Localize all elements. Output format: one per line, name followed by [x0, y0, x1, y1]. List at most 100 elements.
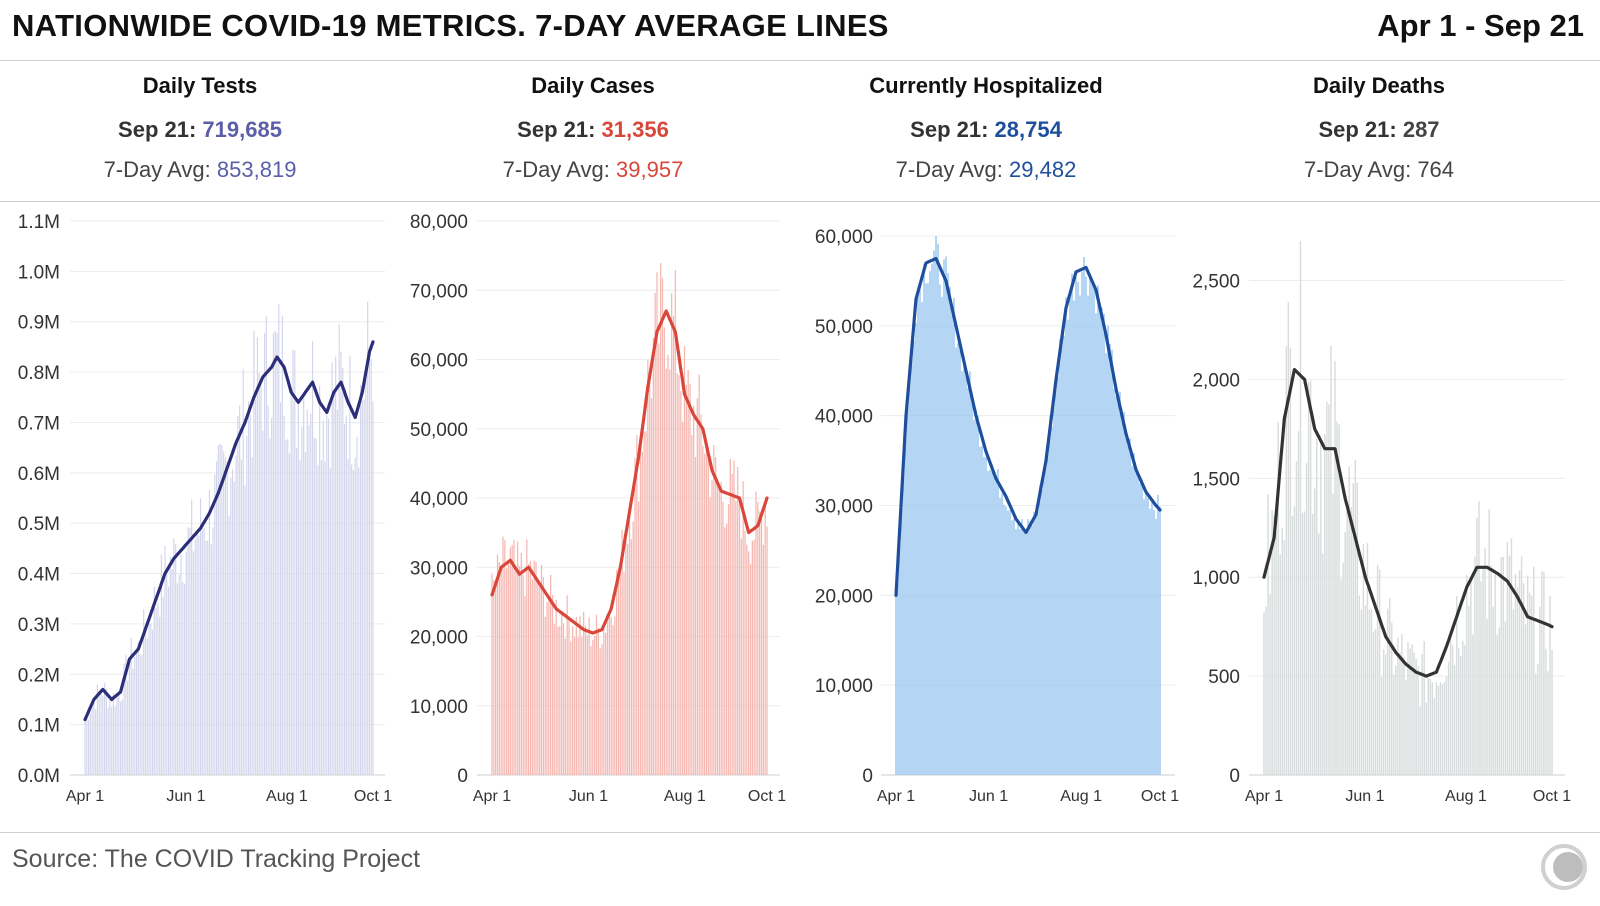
- bar: [1015, 529, 1017, 775]
- bar: [191, 499, 193, 775]
- bar: [1095, 313, 1097, 775]
- avg-line: [83, 340, 375, 722]
- bar: [1139, 483, 1141, 775]
- bar: [1474, 556, 1476, 775]
- bar: [612, 625, 614, 775]
- bar: [1075, 277, 1077, 775]
- bar: [91, 704, 93, 775]
- bar: [322, 420, 324, 775]
- bar: [1267, 494, 1269, 775]
- bar: [235, 455, 237, 775]
- bar: [267, 405, 269, 775]
- y-tick-label: 50,000: [815, 317, 873, 338]
- bar: [650, 398, 653, 775]
- x-tick-label: Aug 1: [1445, 788, 1487, 805]
- bar: [975, 409, 977, 775]
- bar: [317, 465, 319, 775]
- bar: [1380, 677, 1383, 775]
- bar: [105, 688, 107, 775]
- bar: [711, 480, 713, 775]
- bar: [667, 355, 669, 775]
- bar: [1277, 422, 1279, 775]
- bar: [1348, 466, 1350, 775]
- bar: [192, 551, 195, 775]
- bar: [283, 415, 285, 775]
- bar: [535, 561, 537, 775]
- bar: [649, 377, 651, 775]
- bar: [742, 481, 744, 775]
- bar: [265, 315, 267, 775]
- bar: [311, 341, 314, 775]
- bar: [1330, 346, 1332, 775]
- bar: [1508, 555, 1511, 775]
- bar: [1093, 282, 1095, 775]
- bar: [189, 527, 191, 775]
- stat-avg-value: 39,957: [616, 157, 684, 182]
- bar: [276, 332, 278, 775]
- bar: [491, 573, 493, 775]
- bar: [1316, 439, 1318, 775]
- bar: [338, 324, 340, 775]
- bar: [540, 565, 543, 775]
- bar: [1411, 644, 1413, 775]
- bar: [223, 451, 225, 775]
- bar: [979, 446, 981, 775]
- stat-avg: 7-Day Avg: 764: [1179, 157, 1579, 183]
- bar: [95, 709, 97, 775]
- bar: [1478, 501, 1480, 775]
- y-tick-label: 2,500: [1192, 272, 1240, 293]
- bar: [1332, 493, 1334, 775]
- bar: [705, 439, 708, 775]
- bar: [542, 577, 544, 775]
- bar: [103, 682, 106, 775]
- bar: [1293, 506, 1296, 775]
- bar: [760, 511, 763, 775]
- bar: [1283, 540, 1285, 775]
- bar: [963, 356, 965, 775]
- bar: [224, 457, 227, 775]
- bar: [528, 563, 530, 775]
- bar: [718, 484, 720, 775]
- bar: [961, 371, 963, 775]
- stat-latest-value: 31,356: [601, 117, 669, 142]
- bar: [1297, 431, 1300, 775]
- bar: [219, 443, 221, 775]
- bar: [109, 697, 111, 775]
- bar: [927, 283, 929, 775]
- bar: [1419, 706, 1421, 775]
- bar: [278, 304, 280, 775]
- bar: [1494, 574, 1496, 775]
- bar: [1366, 543, 1369, 775]
- bar: [601, 644, 603, 775]
- bar: [1121, 408, 1123, 775]
- bar: [1307, 381, 1310, 775]
- bar: [628, 520, 631, 775]
- bar: [1057, 376, 1059, 775]
- bar: [553, 623, 555, 775]
- bar: [617, 578, 620, 775]
- bar: [669, 369, 671, 775]
- y-tick-label: 50,000: [410, 420, 468, 441]
- y-tick-label: 0.3M: [18, 615, 60, 636]
- y-tick-label: 0: [862, 766, 873, 787]
- x-tick-label: Apr 1: [1245, 788, 1283, 805]
- bar: [722, 501, 724, 775]
- x-tick-label: Apr 1: [877, 788, 915, 805]
- bar: [1405, 680, 1407, 775]
- bar: [1083, 256, 1085, 775]
- bar: [977, 415, 979, 775]
- bar: [93, 699, 95, 775]
- bar: [639, 438, 642, 775]
- bar: [1447, 661, 1450, 775]
- bar: [500, 569, 502, 775]
- bar: [1425, 702, 1427, 775]
- bar: [729, 458, 731, 775]
- y-tick-label: 500: [1208, 667, 1240, 688]
- bar: [632, 521, 634, 775]
- bar: [1470, 577, 1472, 775]
- bar: [1023, 530, 1025, 775]
- bar: [185, 551, 187, 775]
- bar: [1313, 488, 1316, 775]
- bar: [1457, 647, 1460, 775]
- bar: [496, 554, 499, 775]
